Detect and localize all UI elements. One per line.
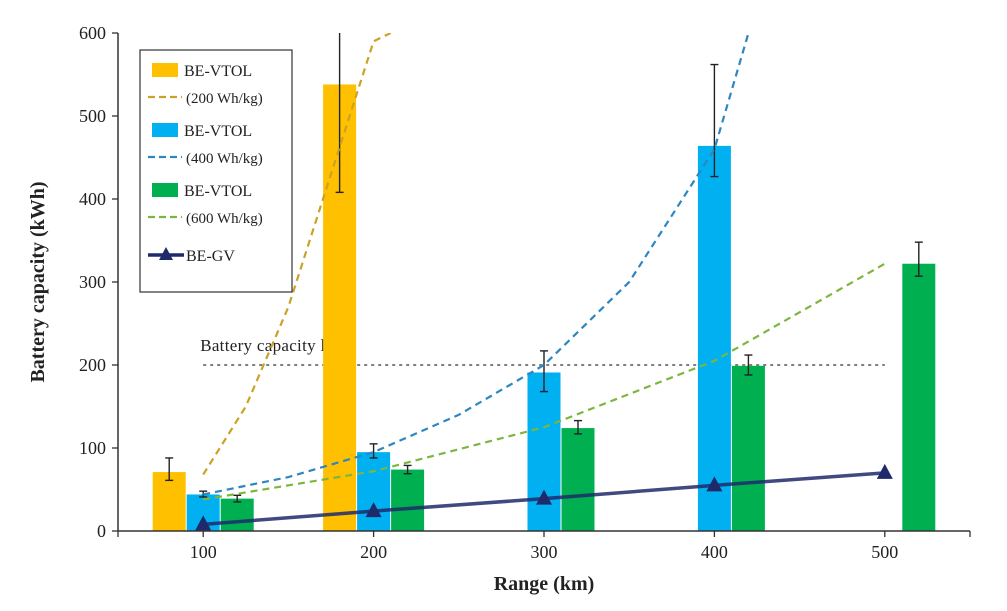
bar-vtol600-300	[561, 428, 595, 531]
x-tick-label-200: 200	[360, 542, 387, 562]
x-tick-label-100: 100	[190, 542, 217, 562]
y-tick-label-400: 400	[79, 189, 106, 209]
bar-vtol400-300	[527, 372, 561, 531]
legend-label-gv: BE-GV	[186, 248, 235, 265]
error-bar-vtol400-400	[710, 63, 719, 178]
curve-curve400	[202, 33, 750, 496]
curve-curve600	[203, 262, 886, 501]
error-bar-vtol600-400	[744, 354, 753, 376]
bar-vtol600-100	[220, 498, 254, 531]
capacity-limit-label: Battery capacity limit	[200, 336, 354, 355]
legend-sublabel-curve400: (400 Wh/kg)	[186, 151, 263, 167]
marker-gv-500	[876, 463, 893, 479]
y-axis-title: Battery capacity (kWh)	[27, 181, 49, 382]
plot-area: Battery capacity limit	[152, 33, 936, 532]
bar-vtol600-200	[391, 469, 425, 531]
legend-swatch-vtol400	[152, 123, 178, 137]
x-tick-label-500: 500	[871, 542, 898, 562]
error-bar-vtol200-100	[165, 457, 174, 482]
error-bar-vtol600-500	[914, 241, 923, 277]
error-bar-vtol400-300	[540, 350, 548, 393]
bar-vtol400-200	[357, 452, 391, 531]
marker-gv-400	[706, 476, 723, 492]
legend-swatch-vtol200	[152, 63, 178, 77]
bar-vtol200-100	[152, 472, 186, 531]
legend-label-vtol400: BE-VTOL	[184, 123, 252, 140]
axes: 0 100 200 300 400 500 600 100 200 300 400 500 Range …	[27, 23, 971, 595]
y-tick-label-200: 200	[79, 355, 106, 375]
error-bar-vtol600-200	[403, 464, 412, 475]
bar-vtol600-500	[902, 263, 936, 531]
x-axis-title: Range (km)	[494, 573, 595, 595]
error-bar-vtol600-300	[574, 419, 582, 435]
error-bar-vtol400-200	[369, 443, 378, 459]
marker-gv-300	[536, 489, 552, 505]
error-bar-vtol600-100	[233, 494, 242, 503]
trend-curves	[202, 33, 886, 501]
error-bar-vtol200-200	[335, 33, 344, 194]
x-tick-label-300: 300	[531, 542, 558, 562]
y-tick-label-300: 300	[79, 272, 106, 292]
legend-sublabel-curve600: (600 Wh/kg)	[186, 211, 263, 227]
legend-marker-gv	[159, 247, 173, 260]
curve-curve200	[202, 33, 392, 476]
y-tick-label-100: 100	[79, 438, 106, 458]
legend-swatch-vtol600	[152, 183, 178, 197]
marker-gv-200	[365, 502, 382, 518]
y-tick-label-600: 600	[79, 23, 106, 43]
x-tick-label-400: 400	[701, 542, 728, 562]
legend-label-vtol600: BE-VTOL	[184, 183, 252, 200]
y-tick-label-500: 500	[79, 106, 106, 126]
legend-sublabel-curve200: (200 Wh/kg)	[186, 91, 263, 107]
legend: BE-VTOL (200 Wh/kg) BE-VTOL (400 Wh/kg) BE-V…	[139, 49, 293, 293]
marker-gv-100	[195, 515, 212, 531]
bar-vtol400-400	[697, 145, 731, 531]
bar-vtol600-400	[731, 365, 765, 531]
y-tick-label-0: 0	[97, 521, 106, 541]
legend-label-vtol200: BE-VTOL	[184, 63, 252, 80]
